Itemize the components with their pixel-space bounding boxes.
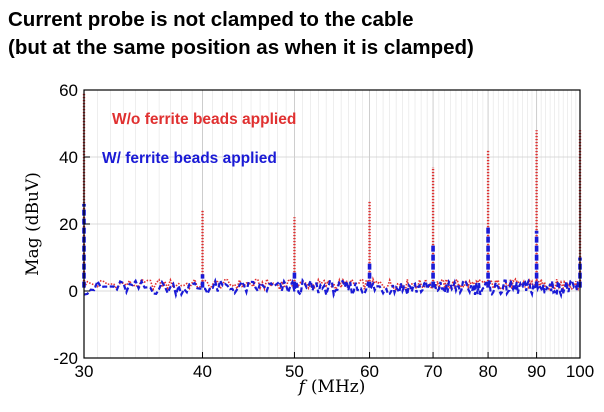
x-axis-variable: f xyxy=(297,377,308,397)
x-axis-unit: (MHz) xyxy=(311,377,365,397)
x-tick-label: 60 xyxy=(360,362,379,381)
x-tick-label: 100 xyxy=(566,362,594,381)
x-tick-label: 50 xyxy=(285,362,304,381)
x-tick-label: 30 xyxy=(75,362,94,381)
chart-title: Current probe is not clamped to the cabl… xyxy=(8,6,598,62)
y-tick-label: 60 xyxy=(59,81,78,100)
y-tick-label: 40 xyxy=(59,148,78,167)
grid xyxy=(83,89,581,359)
y-tick-label: 20 xyxy=(59,215,78,234)
series-with-ferrite xyxy=(82,203,582,300)
x-tick-label: 70 xyxy=(424,362,443,381)
y-tick-label: 0 xyxy=(69,282,78,301)
title-line-1: Current probe is not clamped to the cabl… xyxy=(8,8,414,31)
legend-with-ferrite: W/ ferrite beads applied xyxy=(102,150,277,167)
series-noise-line xyxy=(83,277,581,300)
y-tick-label: -20 xyxy=(53,349,78,368)
y-tick-labels: -20 0 20 40 60 xyxy=(53,81,90,368)
y-axis-label: Mag (dBuV) xyxy=(23,172,43,276)
x-tick-label: 90 xyxy=(527,362,546,381)
x-axis-label: f (MHz) xyxy=(297,377,366,397)
title-line-2: (but at the same position as when it is … xyxy=(8,36,474,59)
x-tick-label: 40 xyxy=(193,362,212,381)
x-tick-labels: 30 40 50 60 70 80 90 100 xyxy=(75,352,594,381)
x-tick-label: 80 xyxy=(479,362,498,381)
legend-without-ferrite: W/o ferrite beads applied xyxy=(112,111,296,128)
